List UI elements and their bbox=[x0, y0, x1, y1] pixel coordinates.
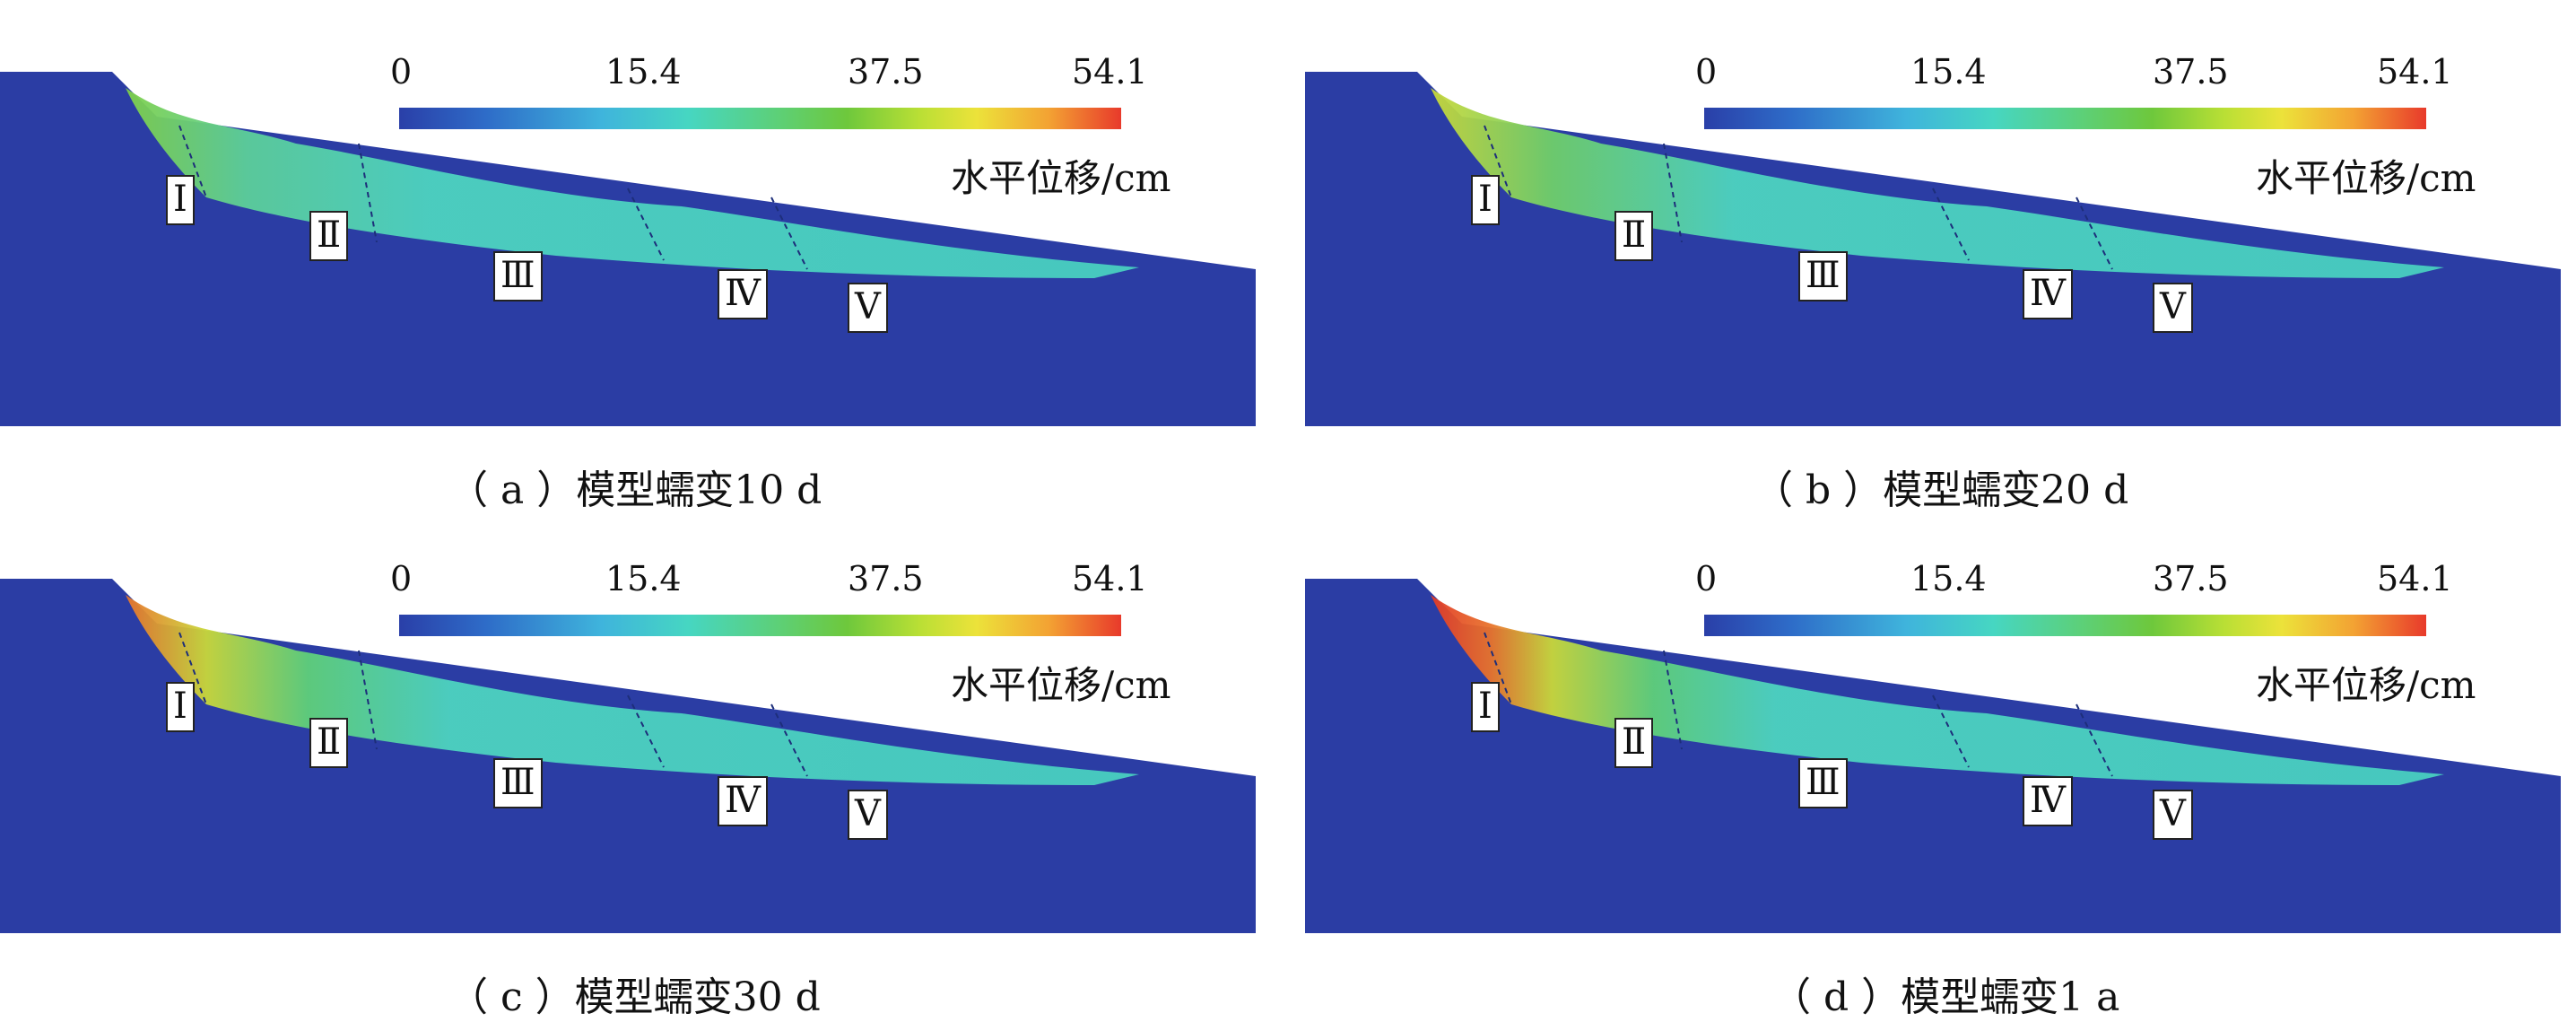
section-marker-4: Ⅳ bbox=[718, 269, 768, 319]
panel-d: 0 15.4 37.5 54.1 水平位移/cm Ⅰ Ⅱ Ⅲ Ⅳ Ⅴ bbox=[1305, 561, 2574, 938]
colorbar-tick: 15.4 bbox=[605, 52, 682, 92]
section-marker-5: Ⅴ bbox=[848, 283, 888, 333]
panel-a: 0 15.4 37.5 54.1 水平位移/cm Ⅰ Ⅱ Ⅲ Ⅳ Ⅴ bbox=[0, 54, 1269, 431]
colorbar-tick: 15.4 bbox=[1910, 52, 1987, 92]
colorbar-unit-label: 水平位移/cm bbox=[951, 663, 1171, 707]
section-marker-2: Ⅱ bbox=[309, 718, 349, 768]
section-marker-5: Ⅴ bbox=[848, 790, 888, 840]
colorbar-tick: 54.1 bbox=[2377, 52, 2453, 92]
section-marker-1: Ⅰ bbox=[166, 682, 195, 732]
caption-b: （ b ）模型蠕变20 d bbox=[1754, 467, 2129, 513]
colorbar-tick: 15.4 bbox=[605, 559, 682, 598]
section-marker-3: Ⅲ bbox=[493, 251, 543, 301]
section-marker-1: Ⅰ bbox=[1471, 682, 1500, 732]
colorbar-tick: 0 bbox=[390, 52, 413, 92]
section-marker-3: Ⅲ bbox=[1798, 758, 1848, 808]
section-marker-5: Ⅴ bbox=[2153, 790, 2193, 840]
colorbar-tick: 37.5 bbox=[2153, 559, 2229, 598]
section-marker-1: Ⅰ bbox=[1471, 175, 1500, 225]
section-marker-4: Ⅳ bbox=[718, 776, 768, 826]
panel-c: 0 15.4 37.5 54.1 水平位移/cm Ⅰ Ⅱ Ⅲ Ⅳ Ⅴ bbox=[0, 561, 1269, 938]
section-marker-3: Ⅲ bbox=[1798, 251, 1848, 301]
landslide-body bbox=[126, 88, 1139, 278]
colorbar bbox=[399, 615, 1121, 636]
section-marker-4: Ⅳ bbox=[2023, 776, 2073, 826]
colorbar-tick: 0 bbox=[390, 559, 413, 598]
colorbar-tick: 54.1 bbox=[2377, 559, 2453, 598]
colorbar bbox=[399, 108, 1121, 129]
section-marker-2: Ⅱ bbox=[309, 211, 349, 261]
section-marker-2: Ⅱ bbox=[1614, 718, 1654, 768]
section-marker-5: Ⅴ bbox=[2153, 283, 2193, 333]
colorbar-unit-label: 水平位移/cm bbox=[2256, 156, 2476, 200]
colorbar bbox=[1704, 615, 2426, 636]
colorbar-tick: 37.5 bbox=[848, 559, 924, 598]
colorbar-tick: 54.1 bbox=[1072, 52, 1148, 92]
colorbar bbox=[1704, 108, 2426, 129]
panel-b: 0 15.4 37.5 54.1 水平位移/cm Ⅰ Ⅱ Ⅲ Ⅳ Ⅴ bbox=[1305, 54, 2574, 431]
caption-a: （ a ）模型蠕变10 d bbox=[448, 467, 822, 513]
section-marker-3: Ⅲ bbox=[493, 758, 543, 808]
colorbar-tick: 0 bbox=[1695, 52, 1718, 92]
colorbar-tick: 0 bbox=[1695, 559, 1718, 598]
colorbar-tick: 37.5 bbox=[848, 52, 924, 92]
section-marker-1: Ⅰ bbox=[166, 175, 195, 225]
section-marker-2: Ⅱ bbox=[1614, 211, 1654, 261]
colorbar-tick: 15.4 bbox=[1910, 559, 1987, 598]
colorbar-tick: 37.5 bbox=[2153, 52, 2229, 92]
colorbar-unit-label: 水平位移/cm bbox=[951, 156, 1171, 200]
colorbar-unit-label: 水平位移/cm bbox=[2256, 663, 2476, 707]
section-marker-4: Ⅳ bbox=[2023, 269, 2073, 319]
caption-c: （ c ）模型蠕变30 d bbox=[448, 974, 821, 1020]
caption-d: （ d ）模型蠕变1 a bbox=[1771, 974, 2120, 1020]
colorbar-tick: 54.1 bbox=[1072, 559, 1148, 598]
